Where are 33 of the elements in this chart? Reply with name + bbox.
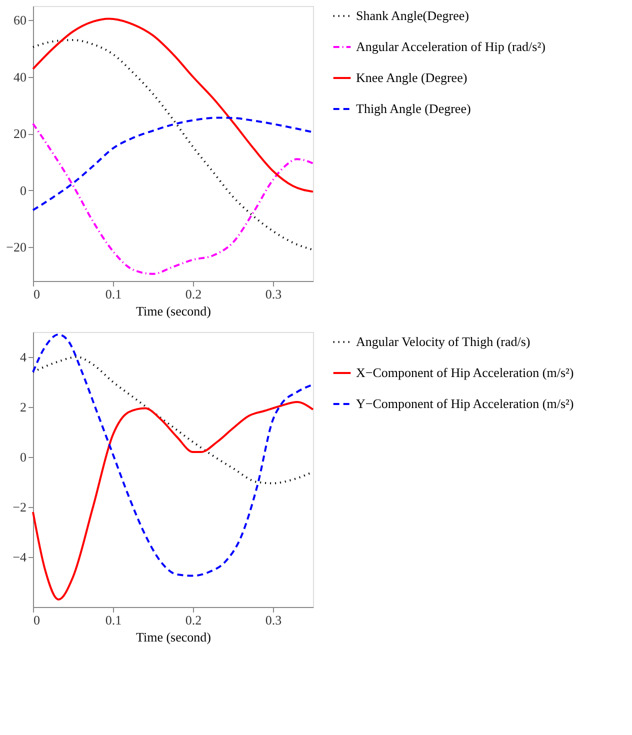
x-axis-title: Time (second) — [136, 630, 211, 644]
x-tick-label: 0 — [34, 612, 40, 628]
x-tick-label: 0.1 — [105, 612, 122, 628]
line-series — [32, 334, 314, 577]
y-tick-label: 60 — [14, 12, 26, 28]
line-series — [32, 401, 314, 600]
legend-label: Y−Component of Hip Acceleration (m/s²) — [356, 396, 574, 411]
x-tick-label: 0.2 — [185, 612, 202, 628]
y-tick-label: 0 — [20, 182, 26, 198]
legend-label: Angular Acceleration of Hip (rad/s²) — [356, 39, 546, 54]
x-tick-label: 0.3 — [265, 286, 282, 302]
y-tick-label: 0 — [20, 450, 26, 464]
legend-label: X−Component of Hip Acceleration (m/s²) — [356, 365, 574, 380]
legend-label: Knee Angle (Degree) — [356, 70, 468, 85]
x-tick-label: 0.2 — [185, 286, 202, 302]
y-tick-label: −2 — [12, 500, 26, 514]
y-tick-label: 40 — [14, 69, 26, 84]
x-tick-label: 0.3 — [265, 612, 282, 628]
y-tick-label: −20 — [6, 239, 26, 254]
x-tick-label: 0 — [34, 286, 40, 302]
x-axis-title: Time (second) — [136, 304, 211, 318]
x-tick-label: 0.1 — [105, 286, 122, 302]
y-tick-label: 4 — [20, 350, 27, 364]
legend-label: Angular Velocity of Thigh (rad/s) — [356, 334, 530, 349]
line-series — [32, 122, 314, 275]
y-tick-label: 20 — [14, 126, 26, 142]
line-series — [32, 39, 314, 251]
y-tick-label: 2 — [20, 400, 26, 414]
legend-label: Shank Angle(Degree) — [356, 8, 469, 23]
y-tick-label: −4 — [12, 550, 27, 564]
legend-label: Thigh Angle (Degree) — [356, 101, 471, 116]
line-series — [32, 116, 314, 212]
line-series — [32, 18, 314, 193]
